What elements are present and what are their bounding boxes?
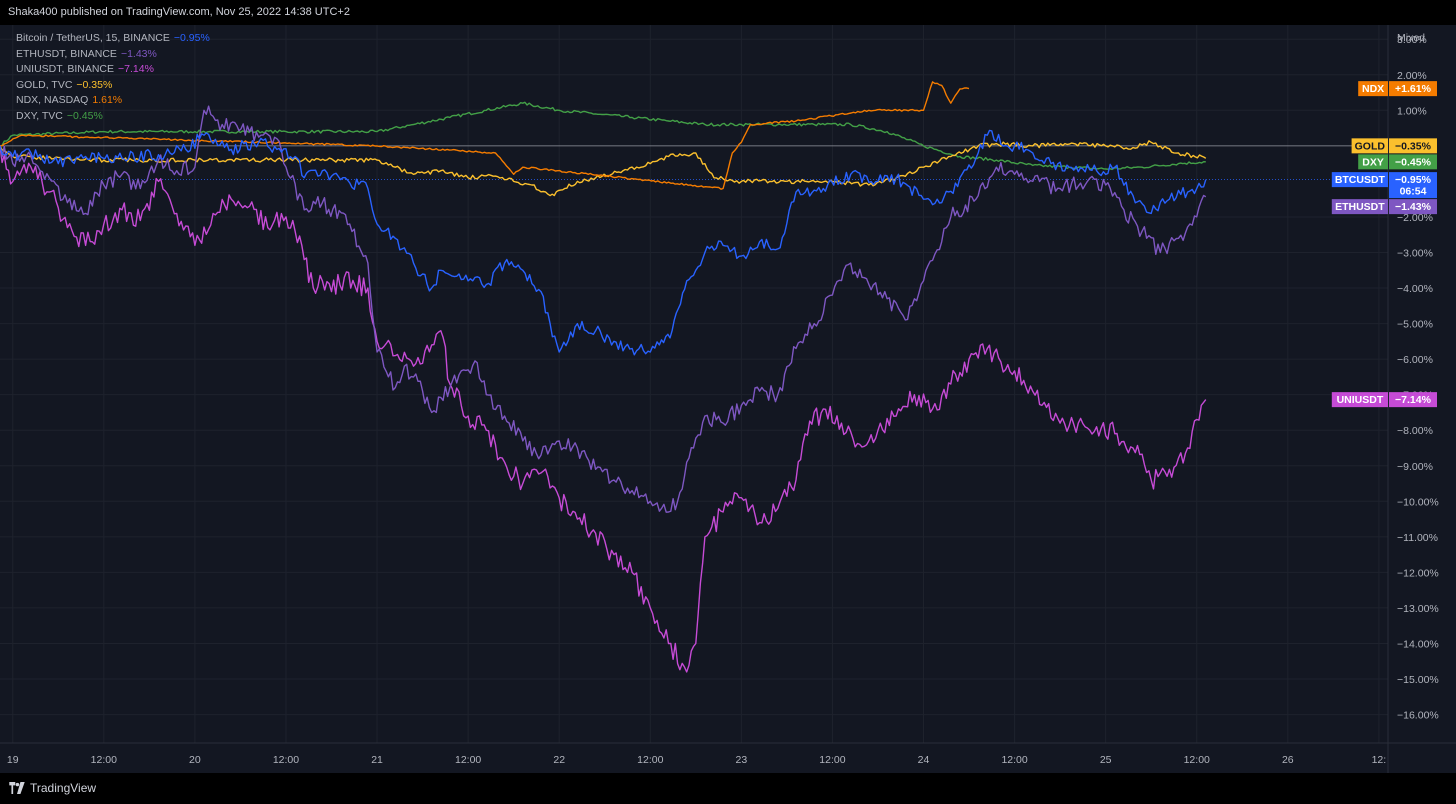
x-tick-label: 12:00 [91,754,117,766]
y-tick-label: −13.00% [1397,603,1439,615]
badge-value: −0.35% [1395,140,1432,152]
x-tick-label: 12:00 [1184,754,1210,766]
bottom-bar: TradingView [0,773,1456,804]
legend-series-name: GOLD, TVC [16,78,73,91]
legend-row[interactable]: GOLD, TVC −0.35% [16,78,210,94]
y-tick-label: −4.00% [1397,283,1433,295]
top-bar: Shaka400 published on TradingView.com, N… [0,0,1456,25]
y-tick-label: −10.00% [1397,496,1439,508]
series-line-uniusdt[interactable] [0,145,1207,673]
badge-value-bg [1389,138,1437,154]
badge-value: +1.61% [1395,83,1432,95]
badge-value: −1.43% [1395,201,1432,213]
badge-name: ETHUSDT [1335,201,1385,213]
legend-row[interactable]: ETHUSDT, BINANCE −1.43% [16,47,210,63]
legend-series-name: NDX, NASDAQ [16,94,89,106]
legend-series-name: Bitcoin / TetherUS, 15, BINANCE [16,32,170,44]
x-tick-label: 12:00 [819,754,845,766]
legend-series-change: −0.35% [76,78,113,91]
x-tick-label: 26 [1282,754,1294,766]
badge-value: −0.45% [1395,156,1432,168]
badge-name-bg [1358,81,1388,97]
legend-series-change: −0.45% [66,109,103,122]
x-tick-label: 25 [1100,754,1112,766]
badge-value-bg [1389,392,1437,408]
y-tick-label: −9.00% [1397,461,1433,473]
badge-name-bg [1358,154,1388,170]
tradingview-logo-icon [9,782,25,794]
brand-name: TradingView [30,781,97,795]
scale-mode-label[interactable]: Mixed [1397,32,1426,44]
badge-name: DXY [1362,156,1384,168]
y-tick-label: −6.00% [1397,354,1433,366]
y-tick-label: 2.00% [1397,70,1427,82]
legend-series-change: −0.95% [173,32,210,44]
legend-series-name: UNIUSDT, BINANCE [16,63,115,75]
badge-name-bg [1331,172,1388,188]
x-tick-label: 12: [1372,754,1387,766]
x-tick-label: 23 [736,754,748,766]
y-tick-label: 3.00% [1397,34,1427,46]
x-tick-label: 19 [7,754,19,766]
badge-value-bg [1389,81,1437,97]
badge-name-bg [1351,138,1388,154]
series-line-dxy[interactable] [0,101,1206,171]
badge-value: −0.95% [1395,174,1432,186]
legend-series-change: 1.61% [92,94,123,106]
line-chart[interactable]: 3.00% 2.00% 1.00% −2.00% −3.00% −4.00% −5.00% −… [0,25,1456,773]
y-tick-label: −11.00% [1397,532,1438,544]
x-tick-label: 22 [553,754,565,766]
badge-countdown: 06:54 [1400,186,1427,198]
series-line-ethusdt[interactable] [0,105,1207,513]
tradingview-brand[interactable]: TradingView [8,781,96,795]
legend-series-change: −1.43% [120,47,157,60]
badge-name-bg [1331,392,1388,408]
series-legend: Bitcoin / TetherUS, 15, BINANCE −0.95% ETH… [16,31,210,124]
y-tick-label: −14.00% [1397,638,1439,650]
badge-value-bg [1389,172,1437,199]
y-tick-label: −15.00% [1397,674,1439,686]
legend-row[interactable]: NDX, NASDAQ 1.61% [16,93,210,109]
badge-value: −7.14% [1395,394,1432,406]
x-tick-label: 20 [189,754,201,766]
badge-name-bg [1331,199,1388,215]
y-tick-label: −3.00% [1397,247,1433,259]
x-tick-label: 12:00 [637,754,663,766]
legend-row[interactable]: DXY, TVC −0.45% [16,109,210,125]
y-tick-label: −5.00% [1397,319,1433,331]
badge-name: BTCUSDT [1335,174,1386,186]
x-tick-label: 12:00 [455,754,481,766]
badge-name: UNIUSDT [1337,394,1384,406]
legend-row[interactable]: Bitcoin / TetherUS, 15, BINANCE −0.95% [16,31,210,47]
published-caption: Shaka400 published on TradingView.com, N… [8,6,350,18]
legend-series-name: ETHUSDT, BINANCE [16,47,117,60]
series-line-gold[interactable] [0,140,1207,197]
y-tick-label: 1.00% [1397,105,1427,117]
legend-series-name: DXY, TVC [16,109,63,122]
x-tick-label: 12:00 [273,754,299,766]
x-tick-label: 21 [371,754,383,766]
badge-value-bg [1389,154,1437,170]
x-tick-label: 12:00 [1001,754,1027,766]
x-tick-label: 24 [918,754,930,766]
badge-name: NDX [1362,83,1384,95]
y-tick-label: −16.00% [1397,710,1439,722]
chart-area[interactable]: 3.00% 2.00% 1.00% −2.00% −3.00% −4.00% −5.00% −… [0,25,1456,773]
legend-series-change: −7.14% [118,63,154,75]
y-tick-label: −8.00% [1397,425,1433,437]
legend-row[interactable]: UNIUSDT, BINANCE −7.14% [16,62,210,78]
badge-value-bg [1389,199,1437,215]
badge-name: GOLD [1355,140,1386,152]
y-tick-label: −12.00% [1397,567,1439,579]
series-line-btcusdt[interactable] [0,129,1207,356]
y-tick-label: −2.00% [1397,212,1433,224]
series-line-ndx[interactable] [0,81,970,190]
